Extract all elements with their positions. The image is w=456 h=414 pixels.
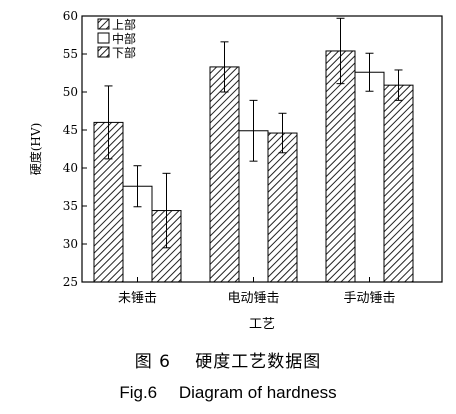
bar-2-3 <box>354 71 385 283</box>
plot-frame <box>81 15 443 283</box>
error-bar-2-1 <box>133 165 142 208</box>
legend-swatch <box>97 18 110 30</box>
figure-caption-chinese: 图 6 硬度工艺数据图 <box>134 352 322 372</box>
legend-swatch <box>97 46 110 58</box>
x-tick-label: 手动锤击 <box>343 291 395 306</box>
error-bar-1-3 <box>336 17 345 85</box>
error-bar-1-1 <box>104 85 113 160</box>
error-bar-3-3 <box>394 69 403 101</box>
error-bar-2-2 <box>249 99 258 162</box>
bars-layer <box>93 50 414 283</box>
y-tick-label: 55 <box>63 47 78 61</box>
y-tick-label: 50 <box>63 85 78 99</box>
y-tick-label: 25 <box>63 275 78 289</box>
figure-caption-english: Fig.6 Diagram of hardness <box>119 383 337 402</box>
y-axis-label: 硬度(HV) <box>28 123 43 176</box>
legend-label: 上部 <box>112 17 136 32</box>
legend-item-2: 中部 <box>97 31 136 46</box>
x-axis-label: 工艺 <box>249 317 275 332</box>
legend-swatch <box>97 32 110 44</box>
legend-item-1: 上部 <box>97 17 136 32</box>
x-tick-label: 未锤击 <box>118 291 157 306</box>
x-axis-ticks: 未锤击 电动锤击 手动锤击 <box>118 277 396 306</box>
hardness-bar-chart: 25 30 35 40 45 50 55 60 未锤击 电动锤击 手动锤击 硬度(HV) 工艺 上… <box>28 9 443 332</box>
bar-1-2 <box>209 66 240 283</box>
bar-1-3 <box>325 50 356 283</box>
legend-item-3: 下部 <box>97 45 136 60</box>
bar-3-3 <box>383 84 414 283</box>
error-bar-1-2 <box>220 41 229 93</box>
y-axis-ticks: 25 30 35 40 45 50 55 60 <box>63 9 87 289</box>
legend-label: 中部 <box>112 31 136 46</box>
error-bar-3-2 <box>278 112 287 154</box>
y-tick-label: 35 <box>63 199 78 213</box>
error-bars-layer <box>104 17 403 249</box>
y-tick-label: 40 <box>63 161 78 175</box>
y-tick-label: 45 <box>63 123 78 137</box>
legend-label: 下部 <box>112 45 136 60</box>
error-bar-3-1 <box>162 172 171 249</box>
error-bar-2-3 <box>365 52 374 92</box>
bar-3-2 <box>267 132 298 283</box>
y-tick-label: 30 <box>63 237 78 251</box>
x-tick-label: 电动锤击 <box>227 291 279 306</box>
y-tick-label: 60 <box>63 9 78 23</box>
